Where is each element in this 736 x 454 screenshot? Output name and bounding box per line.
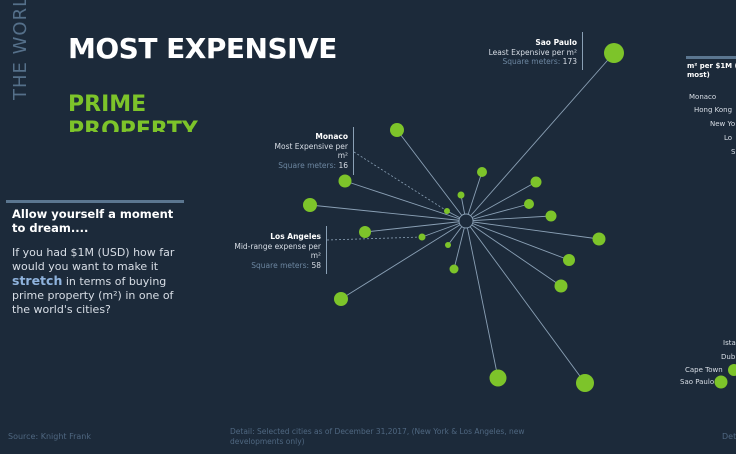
chart-spoke xyxy=(465,220,562,287)
callout-sao-paulo-desc: Least Expensive per m² xyxy=(488,47,577,57)
chart-spoke xyxy=(340,220,467,300)
node[interactable] xyxy=(334,292,348,306)
intro-body-highlight: stretch xyxy=(12,273,63,288)
page-title: MOST EXPENSIVE xyxy=(68,32,337,65)
node[interactable] xyxy=(530,176,542,188)
node-sao-paulo[interactable] xyxy=(604,43,624,63)
callout-connector xyxy=(353,151,448,212)
right-list-item: Ista xyxy=(723,339,736,347)
callout-sao-paulo-bar xyxy=(582,32,583,70)
callout-los-angeles-bar xyxy=(326,226,327,274)
intro-heading: Allow yourself a moment to dream.... xyxy=(12,207,174,235)
intro-body: If you had $1M (USD) how far would you w… xyxy=(12,246,188,317)
right-list-item: S xyxy=(731,148,736,156)
right-panel-title-line2: most) xyxy=(687,71,710,79)
node[interactable] xyxy=(444,208,450,214)
chart-spoke xyxy=(465,181,537,222)
node[interactable] xyxy=(554,279,568,293)
node[interactable] xyxy=(418,233,426,241)
intro-divider xyxy=(6,200,184,203)
right-list-item: Lo xyxy=(724,134,733,142)
callout-monaco-city: Monaco xyxy=(315,132,348,141)
detail-note: Detail: Selected cities as of December 3… xyxy=(230,427,525,446)
chart-hub xyxy=(458,213,474,229)
callout-monaco-value: 16 xyxy=(338,160,348,170)
right-list-item: Monaco xyxy=(689,93,717,101)
right-panel-title-line1: m² per $1M (le xyxy=(687,62,736,70)
node[interactable] xyxy=(524,199,534,209)
right-list-item: Dub xyxy=(721,353,736,361)
chart-spoke xyxy=(465,171,483,222)
node[interactable] xyxy=(545,210,557,222)
node[interactable] xyxy=(445,242,451,248)
callout-sao-paulo: Sao Paulo Least Expensive per m² Square … xyxy=(480,38,577,67)
chart-spoke xyxy=(364,220,467,233)
right-panel-dot[interactable] xyxy=(728,364,736,376)
right-panel-dot[interactable] xyxy=(714,375,728,389)
chart-spoke xyxy=(344,180,467,222)
chart-spoke xyxy=(453,220,467,270)
node[interactable] xyxy=(338,174,352,188)
right-list-item: Cape Town xyxy=(685,366,723,374)
chart-spoke xyxy=(465,215,552,222)
chart-spoke xyxy=(465,220,570,261)
chart-spoke xyxy=(421,220,467,238)
callout-sao-paulo-city: Sao Paulo xyxy=(535,38,577,47)
chart-spoke xyxy=(465,220,600,240)
node[interactable] xyxy=(563,254,575,266)
right-panel-title: m² per $1M (le most) xyxy=(687,62,736,80)
intro-body-after: in terms of buying prime property (m²) i… xyxy=(12,275,174,316)
node[interactable] xyxy=(303,198,317,212)
chart-spoke xyxy=(465,220,499,379)
callout-los-angeles-city: Los Angeles xyxy=(270,232,321,241)
callout-los-angeles-value: 58 xyxy=(311,260,321,270)
node[interactable] xyxy=(457,191,465,199)
chart-spoke xyxy=(465,220,586,384)
chart-spoke xyxy=(309,204,467,222)
page-subtitle: PRIME PROPERTY xyxy=(68,92,198,132)
callout-sao-paulo-value: 173 xyxy=(562,57,577,66)
detail-note-right: Deta xyxy=(722,432,736,441)
node-los-angeles[interactable] xyxy=(359,226,371,238)
node[interactable] xyxy=(576,374,594,392)
node[interactable] xyxy=(489,369,507,387)
node[interactable] xyxy=(449,264,459,274)
right-panel-divider xyxy=(686,56,736,59)
intro-body-before: If you had $1M (USD) how far would you w… xyxy=(12,246,175,273)
callout-connector xyxy=(326,236,423,241)
source-note: Source: Knight Frank xyxy=(8,432,91,441)
callout-monaco-label: Square meters: xyxy=(278,160,337,170)
node[interactable] xyxy=(477,167,487,177)
callout-sao-paulo-label: Square meters: xyxy=(502,57,561,66)
callout-monaco: Monaco Most Expensive per m² Square mete… xyxy=(268,132,348,170)
chart-spoke xyxy=(465,52,615,222)
right-list-item: Hong Kong xyxy=(694,106,733,114)
callout-monaco-desc: Most Expensive per m² xyxy=(274,141,348,161)
node-monaco[interactable] xyxy=(390,123,404,137)
right-list-item: New Yo xyxy=(710,120,736,128)
chart-spoke xyxy=(396,129,467,222)
callout-los-angeles-desc: Mid-range expense per m² xyxy=(234,241,321,261)
callout-los-angeles-label: Square meters: xyxy=(251,260,310,270)
callout-monaco-bar xyxy=(353,127,354,175)
chart-spoke xyxy=(465,203,530,222)
node[interactable] xyxy=(592,232,606,246)
right-list-item: Sao Paulo xyxy=(680,378,715,386)
callout-los-angeles: Los Angeles Mid-range expense per m² Squ… xyxy=(232,232,321,270)
